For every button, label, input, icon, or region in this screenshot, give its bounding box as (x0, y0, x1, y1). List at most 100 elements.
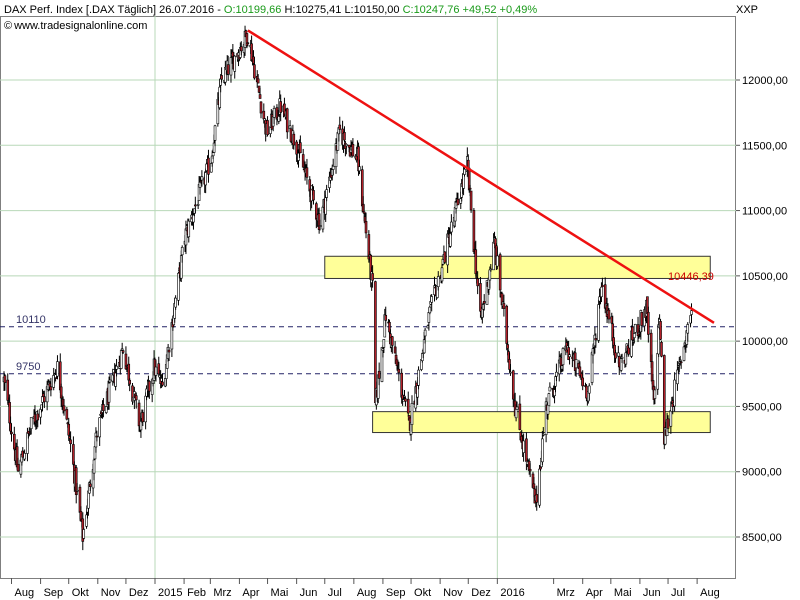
y-tick-label: 10000,00 (742, 336, 788, 348)
candle (220, 75, 223, 80)
candle (456, 198, 460, 206)
candle (406, 398, 410, 414)
candle (384, 314, 388, 321)
candle (43, 396, 46, 403)
support-zone[interactable] (324, 255, 711, 279)
trendline[interactable] (247, 29, 715, 324)
candle (121, 350, 125, 353)
candle (555, 371, 558, 377)
candle (367, 234, 371, 260)
candle (6, 379, 10, 401)
candle (574, 359, 578, 369)
candle (404, 398, 407, 402)
y-tick-label: 9000,00 (742, 467, 782, 479)
candle (568, 354, 571, 357)
candle (479, 283, 482, 312)
candle (468, 187, 472, 190)
candle (666, 418, 670, 429)
candle (382, 339, 386, 348)
candle (67, 423, 71, 436)
high-value: H:10275,41 (284, 4, 342, 16)
candle (246, 42, 250, 44)
candle (211, 152, 215, 157)
candle (177, 272, 180, 301)
candle (229, 57, 233, 76)
candle (16, 463, 20, 472)
candle (331, 165, 335, 170)
candle (603, 284, 607, 309)
candle (179, 255, 183, 279)
candle (374, 281, 377, 404)
candle (686, 324, 690, 334)
candle (256, 78, 260, 84)
candle (312, 190, 315, 201)
candle (676, 369, 679, 385)
candle (535, 494, 539, 503)
candle (92, 459, 96, 474)
candle (207, 157, 210, 175)
candle (124, 353, 128, 370)
candle (538, 468, 541, 506)
candle (49, 386, 53, 391)
x-tick-label: Mrz (213, 587, 231, 599)
candle (660, 341, 663, 357)
candle (509, 371, 512, 374)
x-tick-label: Jun (300, 587, 318, 599)
x-tick-label: Mrz (557, 587, 575, 599)
candle (547, 393, 551, 407)
candle (390, 336, 394, 346)
candle (669, 410, 673, 427)
candle (157, 363, 161, 375)
instrument-info: DAX Perf. Index [.DAX Täglich] 26.07.201… (4, 4, 537, 16)
y-tick-label: 9500,00 (742, 401, 782, 413)
candle (617, 352, 620, 357)
candle (463, 168, 466, 175)
candle (525, 438, 528, 462)
candle (682, 346, 686, 361)
candle (196, 204, 200, 206)
x-tick-label: Dez (471, 587, 491, 599)
x-tick-label: Okt (72, 587, 89, 599)
candle (272, 108, 276, 118)
candle (469, 190, 473, 211)
candle (397, 368, 401, 373)
candle (29, 417, 33, 429)
copyright-icon: © (4, 20, 13, 32)
candle (102, 404, 105, 412)
candle (594, 338, 598, 341)
candle (279, 101, 282, 113)
x-tick-label: Aug (357, 587, 377, 599)
candle (428, 306, 432, 314)
candle (292, 133, 296, 146)
candle (528, 468, 532, 472)
candle (295, 141, 298, 155)
candle (277, 116, 281, 122)
x-tick-label: Aug (15, 587, 35, 599)
candle (502, 303, 506, 309)
candle (216, 99, 220, 125)
candle (107, 382, 111, 403)
candle (200, 176, 204, 181)
candle (325, 189, 328, 198)
candle (351, 144, 355, 157)
candle (578, 366, 582, 377)
candle (522, 440, 525, 453)
open-value: O:10199,66 (223, 4, 282, 16)
candle (614, 352, 617, 359)
x-tick-label: Feb (187, 587, 206, 599)
y-tick-label: 8500,00 (742, 532, 782, 544)
candle (174, 297, 177, 308)
candle (104, 406, 108, 413)
candle (239, 46, 243, 52)
candle (56, 361, 59, 377)
x-tick-label: Aug (700, 587, 720, 599)
candle (108, 379, 112, 383)
candle (75, 489, 79, 492)
candle (449, 233, 452, 247)
x-tick-label: Nov (101, 587, 121, 599)
chart-header: DAX Perf. Index [.DAX Täglich] 26.07.201… (0, 0, 800, 36)
support-zone[interactable] (372, 411, 711, 434)
candle (678, 359, 682, 362)
x-tick-label: Okt (414, 587, 431, 599)
